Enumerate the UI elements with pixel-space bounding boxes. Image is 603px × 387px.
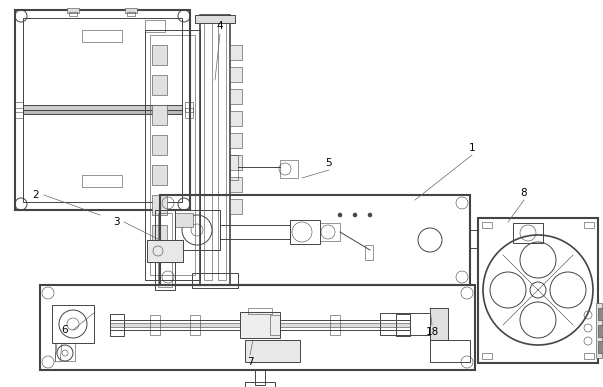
Text: 1: 1 — [469, 143, 475, 153]
Bar — [52, 305, 94, 343]
Bar — [152, 165, 167, 185]
Bar — [584, 222, 594, 228]
Bar — [110, 320, 410, 330]
Text: 5: 5 — [326, 158, 332, 168]
Bar — [513, 223, 543, 243]
Bar — [55, 343, 75, 361]
Bar — [192, 273, 238, 288]
Bar — [245, 340, 300, 362]
Bar — [127, 12, 135, 16]
Bar — [470, 230, 478, 248]
Bar — [125, 8, 137, 13]
Bar — [155, 210, 175, 290]
Text: 8: 8 — [520, 188, 527, 198]
Bar — [69, 12, 77, 16]
Bar — [230, 67, 242, 82]
Bar — [110, 314, 124, 336]
Bar — [380, 313, 440, 335]
Circle shape — [368, 213, 372, 217]
Bar — [175, 210, 220, 250]
Bar — [175, 213, 193, 227]
Bar — [230, 133, 242, 148]
Bar — [67, 8, 79, 13]
Bar — [598, 341, 603, 353]
Bar — [478, 218, 598, 363]
Bar — [482, 222, 492, 228]
Bar — [145, 30, 200, 280]
Bar — [230, 155, 242, 170]
Bar — [82, 30, 122, 42]
Bar — [270, 315, 280, 335]
Bar — [82, 175, 122, 187]
Bar — [147, 240, 183, 262]
Bar — [145, 20, 165, 32]
Bar — [220, 225, 290, 239]
Bar — [185, 108, 193, 118]
Bar — [40, 285, 475, 370]
Bar — [240, 312, 280, 338]
Bar — [152, 45, 167, 65]
Bar — [598, 308, 603, 320]
Text: 6: 6 — [62, 325, 68, 335]
Bar — [158, 213, 172, 287]
Bar — [195, 15, 235, 23]
Bar — [160, 195, 470, 285]
Bar — [23, 110, 182, 114]
Bar — [152, 75, 167, 95]
Bar — [230, 45, 242, 60]
Bar — [200, 15, 230, 285]
Bar — [430, 340, 470, 362]
Bar — [320, 223, 340, 241]
Bar — [152, 195, 167, 215]
Bar — [23, 18, 182, 202]
Text: 2: 2 — [33, 190, 39, 200]
Bar — [330, 315, 340, 335]
Bar — [15, 102, 23, 112]
Text: 4: 4 — [216, 21, 223, 31]
Circle shape — [353, 213, 357, 217]
Bar — [245, 382, 275, 387]
Bar — [204, 20, 212, 280]
Text: 7: 7 — [247, 357, 253, 367]
Bar — [230, 199, 242, 214]
Bar — [230, 177, 242, 192]
Bar — [150, 315, 160, 335]
Bar — [365, 245, 373, 260]
Bar — [290, 220, 320, 244]
Bar — [596, 303, 602, 358]
Bar — [430, 308, 448, 340]
Circle shape — [338, 213, 342, 217]
Bar — [152, 105, 167, 125]
Bar — [248, 308, 272, 314]
Text: 18: 18 — [425, 327, 438, 337]
Bar — [230, 155, 238, 180]
Bar — [218, 20, 226, 280]
Bar — [185, 102, 193, 112]
Bar — [598, 325, 603, 337]
Bar — [152, 135, 167, 155]
Bar — [396, 314, 410, 336]
Bar — [15, 108, 23, 118]
Bar — [150, 35, 195, 275]
Bar — [230, 111, 242, 126]
Bar — [230, 89, 242, 104]
Bar — [584, 353, 594, 359]
Bar — [152, 225, 167, 245]
Bar — [482, 353, 492, 359]
Bar — [110, 323, 410, 327]
Bar — [280, 160, 298, 178]
Text: 3: 3 — [113, 217, 119, 227]
Bar — [255, 370, 265, 385]
Bar — [190, 315, 200, 335]
Bar — [23, 105, 182, 110]
Bar — [15, 10, 190, 210]
